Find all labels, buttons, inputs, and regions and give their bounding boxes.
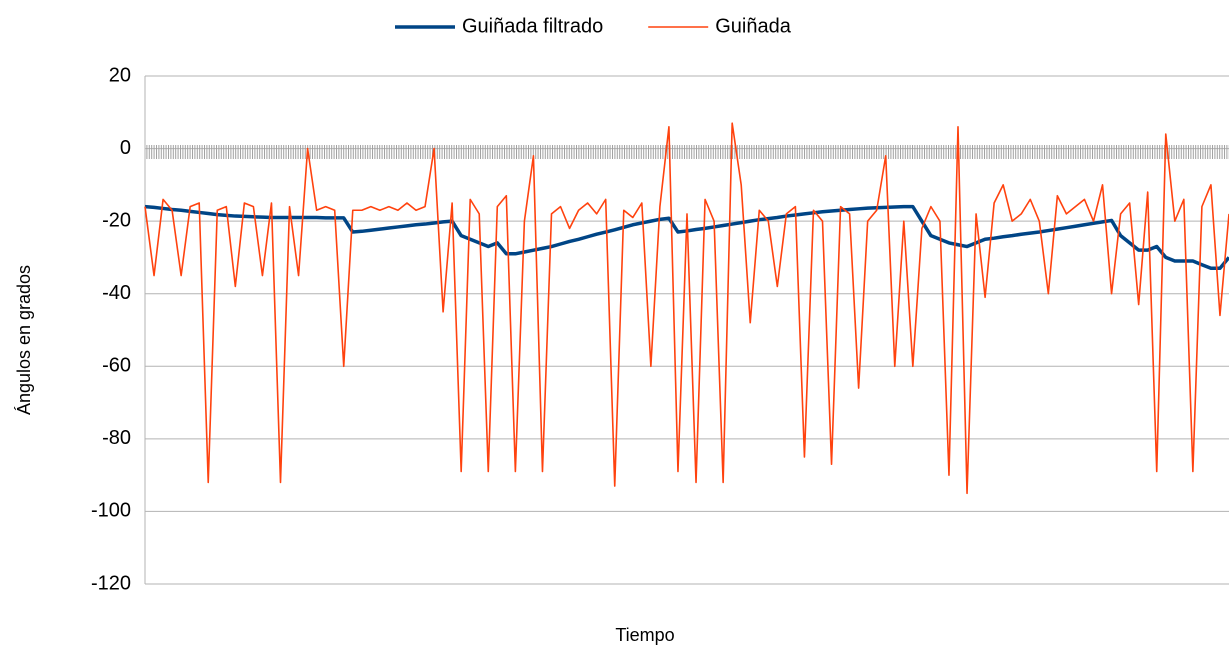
y-tick-label: -120 (91, 572, 131, 594)
y-tick-label: 0 (120, 137, 131, 159)
y-tick-label: 20 (109, 64, 131, 86)
series-line (144, 122, 1229, 495)
y-tick-label: -40 (102, 282, 131, 304)
legend-label: Guiñada (715, 15, 791, 37)
legend-label: Guiñada filtrado (462, 15, 603, 37)
x-axis-label: Tiempo (615, 625, 674, 645)
y-tick-label: -80 (102, 427, 131, 449)
y-tick-label: -20 (102, 209, 131, 231)
y-axis-label: Ángulos en grados (14, 265, 34, 415)
y-tick-label: -100 (91, 500, 131, 522)
legend: Guiñada filtrado Guiñada (395, 15, 792, 37)
lines (144, 122, 1229, 495)
y-tick-label: -60 (102, 355, 131, 377)
grid: -120 -100 -80 -60 -40 -20 0 20 (91, 64, 1229, 594)
